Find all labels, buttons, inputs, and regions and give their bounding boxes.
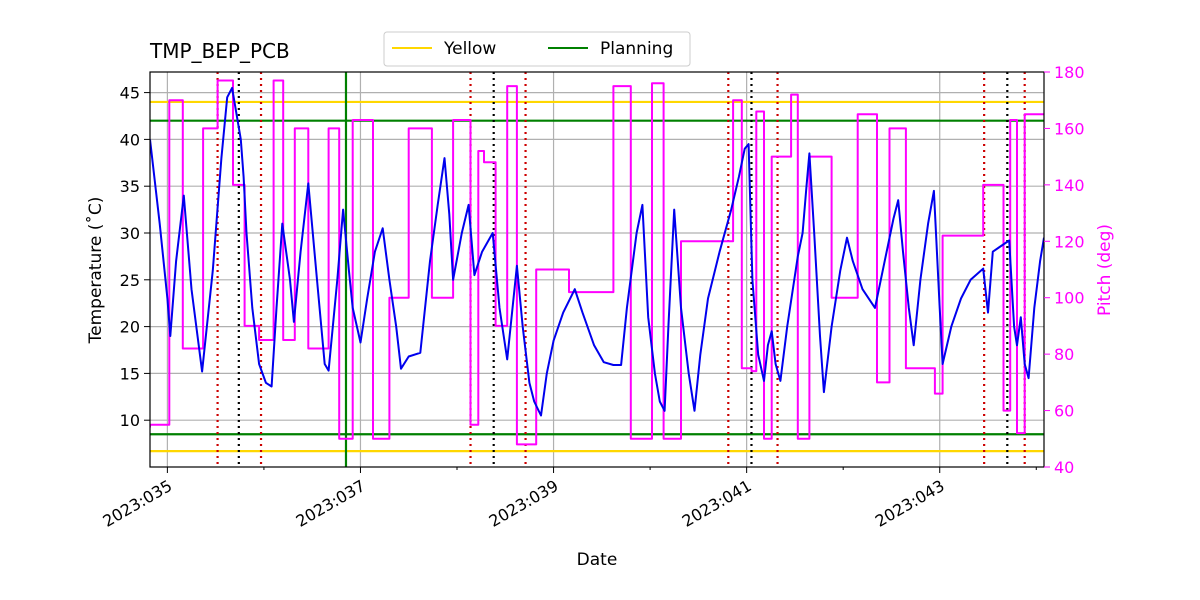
y-left-tick-label-2: 20 [120,318,140,337]
y-right-tick-label-1: 60 [1054,402,1074,421]
y-left-tick-label-5: 35 [120,177,140,196]
data-series [150,79,1044,446]
series-temperature [150,86,1044,417]
y-left-tick-label-1: 15 [120,364,140,383]
x-tick-label-2: 2023:039 [486,476,562,531]
x-axis-title: Date [577,550,618,570]
y-left-axis-ticks: 10 15 20 25 30 35 40 45 [120,84,150,430]
y-right-tick-label-6: 160 [1054,119,1085,138]
x-tick-label-3: 2023:041 [679,476,755,531]
y-left-tick-label-4: 30 [120,224,140,243]
y-right-tick-label-2: 80 [1054,345,1074,364]
plot-frame [149,71,1045,468]
y-left-tick-label-6: 40 [120,130,140,149]
x-tick-label-1: 2023:037 [293,476,369,531]
y-right-tick-label-3: 100 [1054,289,1085,308]
y-right-tick-label-7: 180 [1054,63,1085,82]
legend-label-planning: Planning [600,39,673,59]
x-axis-ticks: 2023:035 2023:037 2023:039 2023:041 2023:043 [99,467,1037,531]
x-tick-label-4: 2023:043 [872,476,948,531]
legend: Yellow Planning [383,31,691,67]
y-right-axis-ticks: 40 60 80 100 120 140 160 180 [1044,63,1085,477]
y-right-tick-label-0: 40 [1054,458,1074,477]
y-right-tick-label-5: 140 [1054,176,1085,195]
x-tick-label-0: 2023:035 [99,476,175,531]
y-left-tick-label-7: 45 [120,84,140,103]
series-pitch [150,79,1044,446]
limit-lines [150,72,1044,467]
y-left-tick-label-3: 25 [120,271,140,290]
y-left-axis-title: Temperature (˚C) [85,197,106,345]
y-right-axis-title: Pitch (deg) [1095,224,1115,316]
grid-lines [150,72,1044,467]
chart-title: TMP_BEP_PCB [149,39,290,63]
legend-box [383,31,691,67]
legend-label-yellow: Yellow [443,39,496,59]
y-left-tick-label-0: 10 [120,411,140,430]
y-right-tick-label-4: 120 [1054,232,1085,251]
